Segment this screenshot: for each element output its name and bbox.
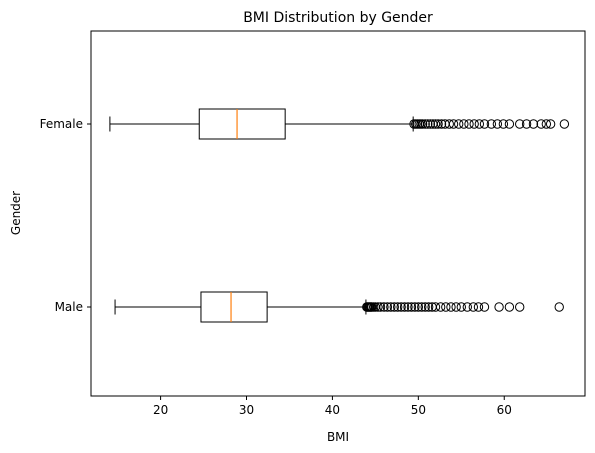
female-outlier-18 [464,119,474,129]
x-tick-label-40: 40 [325,403,340,417]
female-outlier-17 [459,119,469,129]
female-outlier-14 [444,119,454,129]
male-outlier-17 [399,302,410,312]
male-outlier-33 [468,302,479,312]
male-outlier-35 [479,302,490,312]
female-outlier-24 [498,119,509,129]
female-outlier-5 [417,119,428,129]
y-tick-label-female: Female [40,117,83,131]
female-outlier-25 [504,119,515,129]
male-outlier-34 [473,302,484,312]
male-outlier-9 [373,302,383,312]
female-outlier-7 [423,119,433,129]
male-outlier-23 [420,302,430,312]
female-outlier-15 [448,119,459,129]
male-outlier-38 [515,302,525,312]
y-tick-label-male: Male [55,300,83,314]
female-outlier-30 [541,119,552,129]
x-axis-title: BMI [327,430,349,444]
male-outlier-12 [382,302,393,312]
female-outlier-26 [515,119,525,129]
male-outlier-39 [554,302,564,312]
male-outlier-18 [403,302,413,312]
male-outlier-11 [379,302,389,312]
female-outlier-22 [486,119,497,129]
male-outlier-20 [410,302,420,312]
female-outlier-20 [474,119,485,129]
female-outlier-28 [528,119,539,129]
male-outlier-24 [423,302,434,312]
x-tick-label-20: 20 [153,403,168,417]
male-outlier-37 [504,302,515,312]
male-outlier-26 [430,302,441,312]
chart-title: BMI Distribution by Gender [243,10,433,26]
plot-frame [90,30,586,397]
female-outlier-11 [433,119,443,129]
male-outlier-36 [494,302,504,312]
female-outlier-21 [479,119,490,129]
male-box [200,291,268,323]
x-tick-label-60: 60 [497,403,512,417]
female-outlier-31 [545,119,556,129]
female-outlier-12 [436,119,447,129]
female-outlier-16 [454,119,464,129]
male-outlier-16 [396,302,406,312]
male-outlier-22 [417,302,427,312]
female-outlier-10 [430,119,441,129]
male-outlier-13 [386,302,396,312]
female-outlier-6 [420,119,430,129]
plot-area: 20 30 40 50 60 Male Female [40,30,586,417]
female-outlier-8 [425,119,436,129]
male-outlier-29 [446,302,456,312]
male-outlier-32 [462,302,472,312]
male-outlier-31 [456,302,466,312]
female-outlier-27 [521,119,532,129]
male-outlier-15 [393,302,403,312]
female-box [198,108,286,140]
male-outlier-30 [451,302,461,312]
x-tick-label-30: 30 [239,403,254,417]
x-tick-label-50: 50 [411,403,426,417]
male-outlier-28 [441,302,451,312]
female-outlier-32 [559,119,570,129]
male-outlier-19 [406,302,417,312]
female-outlier-19 [469,119,479,129]
male-outlier-21 [413,302,424,312]
male-outlier-27 [435,302,446,312]
male-outlier-14 [389,302,399,312]
y-axis-title: Gender [9,191,23,235]
female-outlier-23 [492,119,503,129]
female-outlier-29 [536,119,546,129]
male-outlier-10 [375,302,386,312]
